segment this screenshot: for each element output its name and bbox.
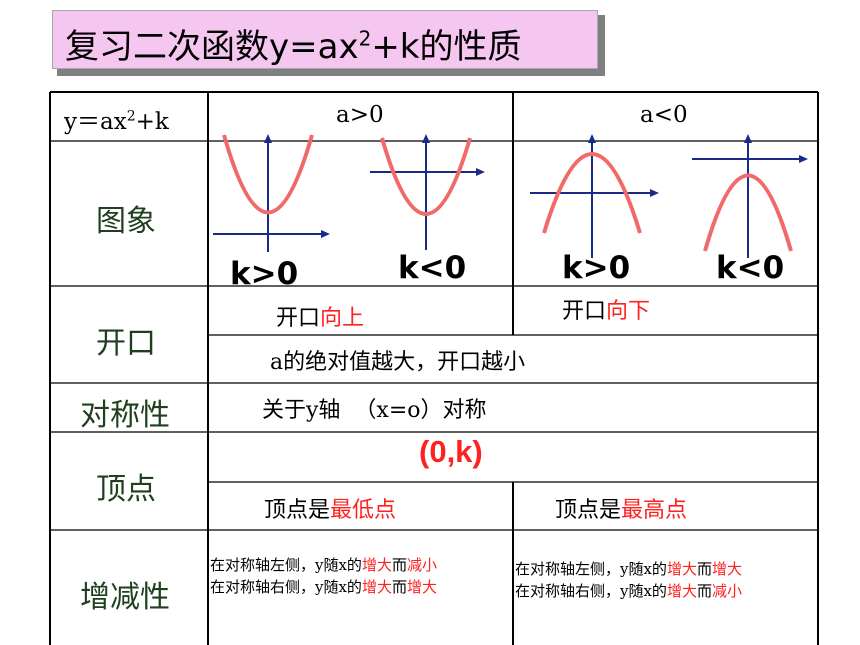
monotonic-positive-line-2: 在对称轴右侧，y随x的增大而增大 [210,578,437,596]
graph-neg-kpos [530,134,659,258]
header-a-negative: a<0 [640,102,688,128]
vertex-negative: 顶点是最高点 [555,498,688,523]
row-label-vertex: 顶点 [96,472,156,507]
row-label-graph: 图象 [96,204,156,239]
monotonic-negative: 在对称轴左侧，y随x的增大而增大 在对称轴右侧，y随x的增大而减小 [515,558,742,602]
page-title: 复习二次函数y=ax2+k的性质 [65,26,522,67]
row-label-monotonic: 增减性 [80,580,170,615]
graph-pos-kneg [370,134,485,250]
graph-label-1: k>0 [230,256,299,292]
graph-label-3: k>0 [562,250,631,286]
opening-note: a的绝对值越大，开口越小 [270,350,526,375]
monotonic-positive-line-1: 在对称轴左侧，y随x的增大而减小 [210,556,437,574]
monotonic-positive: 在对称轴左侧，y随x的增大而减小 在对称轴右侧，y随x的增大而增大 [210,554,437,598]
graph-pos-kpos [213,134,330,252]
monotonic-negative-line-1: 在对称轴左侧，y随x的增大而增大 [515,560,742,578]
row-label-symmetry: 对称性 [80,398,170,433]
symmetry-text: 关于y轴 （x=o）对称 [262,398,487,423]
monotonic-negative-line-2: 在对称轴右侧，y随x的增大而减小 [515,582,742,600]
opening-negative: 开口向下 [562,299,651,324]
vertex-coordinate: (0,k) [419,434,483,469]
graph-label-4: k<0 [716,250,785,286]
header-formula: y＝ax2+k [64,108,169,135]
title-box: 复习二次函数y=ax2+k的性质 [52,10,598,69]
graph-neg-kneg [692,134,808,258]
opening-positive: 开口向上 [276,306,365,331]
header-a-positive: a>0 [336,102,384,128]
vertex-positive: 顶点是最低点 [264,498,397,523]
graph-label-2: k<0 [398,250,467,286]
row-label-opening: 开口 [96,326,156,361]
